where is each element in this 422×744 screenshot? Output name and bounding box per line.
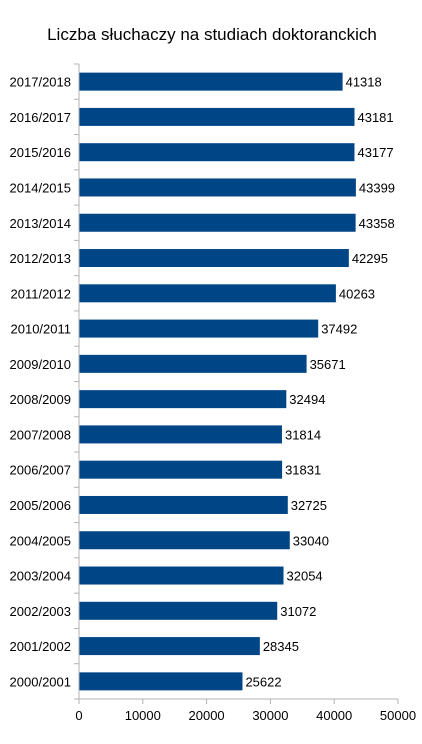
value-label: 43181: [357, 110, 393, 125]
bar: [79, 178, 356, 197]
category-label: 2001/2002: [10, 639, 71, 654]
x-tick-label: 40000: [316, 708, 352, 723]
x-tick-label: 0: [75, 708, 82, 723]
value-label: 32494: [289, 392, 325, 407]
category-label: 2000/2001: [10, 674, 71, 689]
bar: [79, 495, 288, 514]
x-axis: 0 10000 20000 30000 40000 50000: [74, 63, 416, 723]
value-label: 43177: [357, 145, 393, 160]
bar: [79, 213, 356, 232]
category-label: 2002/2003: [10, 604, 71, 619]
category-label: 2016/2017: [10, 110, 71, 125]
category-label: 2006/2007: [10, 463, 71, 478]
bars-group: 2017/2018 41318 2016/2017 43181 2015/2016 431…: [10, 72, 395, 691]
value-label: 40263: [339, 286, 375, 301]
category-label: 2009/2010: [10, 357, 71, 372]
value-label: 33040: [293, 533, 329, 548]
value-label: 31814: [285, 427, 321, 442]
bar: [79, 531, 290, 550]
category-label: 2007/2008: [10, 427, 71, 442]
value-label: 42295: [352, 251, 388, 266]
x-tick-label: 50000: [380, 708, 416, 723]
value-label: 31831: [285, 463, 321, 478]
x-tick-label: 30000: [252, 708, 288, 723]
category-label: 2017/2018: [10, 75, 71, 90]
category-label: 2008/2009: [10, 392, 71, 407]
category-label: 2013/2014: [10, 216, 71, 231]
value-label: 37492: [321, 322, 357, 337]
category-label: 2014/2015: [10, 180, 71, 195]
bar: [79, 319, 319, 338]
value-label: 31072: [280, 604, 316, 619]
bar: [79, 72, 343, 91]
bar: [79, 566, 284, 585]
x-tick-label: 20000: [189, 708, 225, 723]
category-label: 2010/2011: [11, 322, 72, 337]
bar: [79, 601, 278, 620]
bar: [79, 249, 349, 268]
value-label: 43399: [359, 180, 395, 195]
value-label: 25622: [245, 674, 281, 689]
bar: [79, 390, 287, 409]
bar: [79, 143, 355, 162]
value-label: 32054: [287, 569, 323, 584]
category-label: 2012/2013: [10, 251, 71, 266]
category-label: 2011/2012: [11, 286, 72, 301]
chart-title: Liczba słuchaczy na studiach doktorancki…: [47, 25, 377, 44]
value-label: 41318: [346, 75, 382, 90]
category-label: 2015/2016: [10, 145, 71, 160]
bar: [79, 354, 307, 373]
value-label: 35671: [310, 357, 346, 372]
bar: [79, 460, 283, 479]
value-label: 28345: [263, 639, 299, 654]
value-label: 43358: [359, 216, 395, 231]
category-label: 2005/2006: [10, 498, 71, 513]
bar: [79, 637, 260, 656]
x-tick-label: 10000: [125, 708, 161, 723]
value-label: 32725: [291, 498, 327, 513]
category-label: 2004/2005: [10, 533, 71, 548]
bar: [79, 672, 243, 691]
bar: [79, 107, 355, 126]
bar: [79, 425, 282, 444]
bar: [79, 284, 336, 303]
category-label: 2003/2004: [10, 569, 71, 584]
